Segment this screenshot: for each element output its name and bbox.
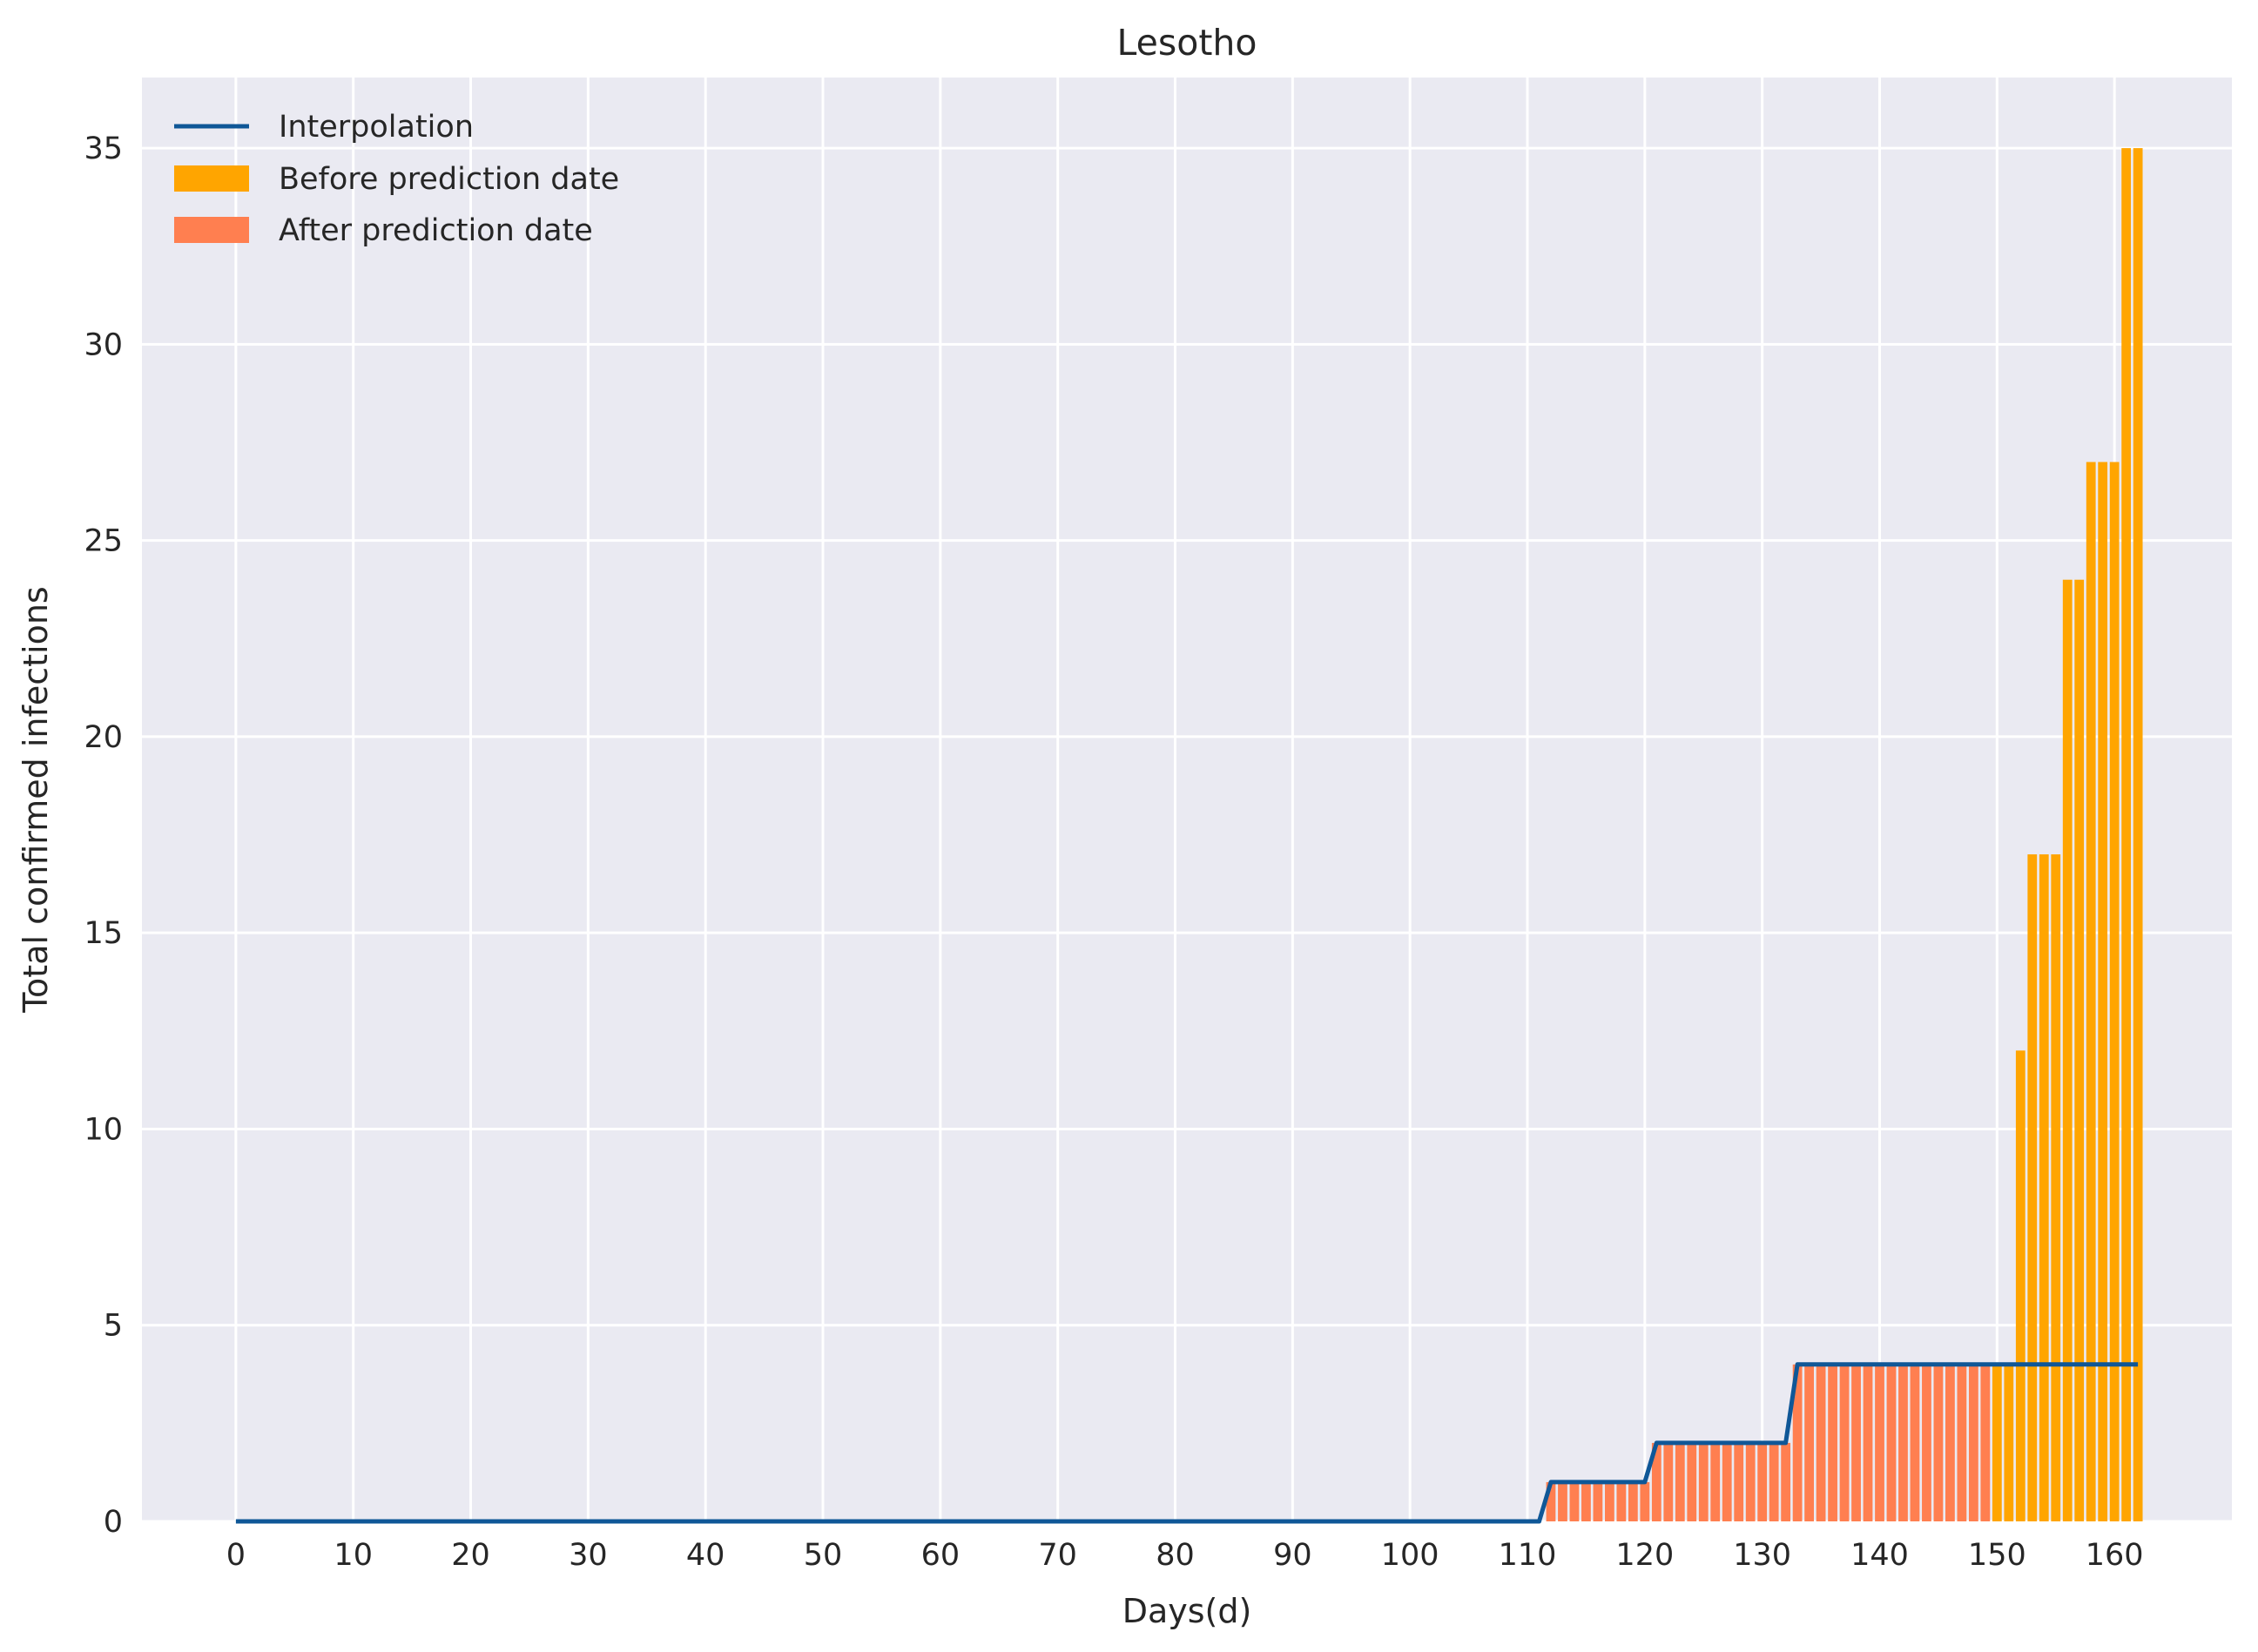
legend-label-before: Before prediction date <box>279 162 619 197</box>
bar-after <box>1769 1442 1779 1521</box>
bar-after <box>1863 1364 1873 1521</box>
bar-before <box>2004 1364 2014 1521</box>
y-tick-label: 35 <box>84 131 123 166</box>
x-tick-label: 0 <box>226 1538 246 1573</box>
bar-after <box>1851 1364 1861 1521</box>
bar-after <box>1875 1364 1884 1521</box>
bar-before <box>2051 854 2061 1521</box>
x-axis-label: Days(d) <box>1122 1592 1252 1630</box>
bar-after <box>1757 1442 1768 1521</box>
y-axis-label: Total confirmed infections <box>17 586 55 1013</box>
bar-after <box>1886 1364 1897 1521</box>
x-tick-label: 130 <box>1733 1538 1791 1573</box>
bar-after <box>1945 1364 1955 1521</box>
y-tick-label: 5 <box>104 1309 123 1344</box>
x-tick-label: 30 <box>569 1538 608 1573</box>
bar-after <box>1734 1442 1744 1521</box>
bar-before <box>2027 854 2038 1521</box>
bar-after <box>1781 1442 1791 1521</box>
bar-after <box>1581 1481 1591 1521</box>
bar-after <box>1722 1442 1732 1521</box>
x-tick-label: 100 <box>1381 1538 1439 1573</box>
bar-before <box>2121 148 2132 1522</box>
legend: Interpolation Before prediction date Aft… <box>174 110 619 248</box>
y-tick-label: 10 <box>84 1112 123 1147</box>
bars <box>1546 148 2143 1522</box>
y-tick-label: 25 <box>84 524 123 559</box>
bar-after <box>1558 1481 1567 1521</box>
bar-after <box>1839 1364 1850 1521</box>
legend-swatch-before <box>174 165 249 192</box>
bar-after <box>1593 1481 1603 1521</box>
x-ticks: 0 10 20 30 40 50 60 70 80 90 100 110 120 130 140 150 160 <box>226 1538 2144 1573</box>
bar-after <box>1628 1481 1638 1521</box>
x-tick-label: 140 <box>1850 1538 1909 1573</box>
bar-before <box>2062 579 2073 1521</box>
bar-before <box>2109 462 2120 1521</box>
bar-after <box>1792 1364 1803 1521</box>
bar-after <box>1651 1442 1661 1521</box>
bar-after <box>1675 1442 1685 1521</box>
bar-after <box>1687 1442 1697 1521</box>
bar-after <box>1663 1442 1674 1521</box>
x-tick-label: 120 <box>1615 1538 1674 1573</box>
x-tick-label: 40 <box>686 1538 725 1573</box>
interpolation-line-group <box>235 1362 2139 1524</box>
bar-after <box>1910 1364 1920 1521</box>
y-ticks: 0 5 10 15 20 25 30 35 <box>84 131 123 1540</box>
y-tick-label: 20 <box>84 720 123 755</box>
interpolation-line <box>235 1362 2139 1524</box>
bar-before <box>2074 579 2085 1521</box>
bar-after <box>1933 1364 1944 1521</box>
bar-after <box>1898 1364 1908 1521</box>
x-tick-label: 80 <box>1156 1538 1195 1573</box>
plot-area <box>142 78 2232 1521</box>
y-tick-label: 0 <box>104 1505 123 1540</box>
bar-after <box>1745 1442 1756 1521</box>
bar-before <box>2039 854 2049 1521</box>
bar-after <box>1605 1481 1614 1521</box>
bar-after <box>1922 1364 1931 1521</box>
bar-after <box>1569 1481 1580 1521</box>
bar-after <box>1828 1364 1837 1521</box>
bar-before <box>2086 462 2096 1521</box>
bar-after <box>1816 1364 1826 1521</box>
bar-before <box>1992 1364 2002 1521</box>
y-tick-label: 30 <box>84 327 123 362</box>
x-tick-label: 110 <box>1499 1538 1557 1573</box>
bar-after <box>1546 1481 1556 1521</box>
x-tick-label: 160 <box>2086 1538 2144 1573</box>
bar-after <box>1980 1364 1991 1521</box>
legend-label-after: After prediction date <box>279 213 593 248</box>
bar-after <box>1710 1442 1721 1521</box>
chart-title: Lesotho <box>1117 22 1257 64</box>
x-tick-label: 20 <box>451 1538 490 1573</box>
x-tick-label: 50 <box>804 1538 843 1573</box>
bar-after <box>1804 1364 1814 1521</box>
y-tick-label: 15 <box>84 916 123 951</box>
legend-swatch-after <box>174 217 249 243</box>
bar-before <box>2015 1050 2025 1521</box>
bar-before <box>2133 148 2143 1522</box>
bar-after <box>1616 1481 1627 1521</box>
bar-after <box>1968 1364 1978 1521</box>
x-tick-label: 150 <box>1968 1538 2026 1573</box>
bar-before <box>2098 462 2108 1521</box>
x-tick-label: 60 <box>921 1538 960 1573</box>
bar-after <box>1640 1481 1650 1521</box>
legend-label-interpolation: Interpolation <box>279 110 474 145</box>
x-tick-label: 70 <box>1038 1538 1077 1573</box>
bar-after <box>1957 1364 1967 1521</box>
bar-after <box>1698 1442 1709 1521</box>
x-tick-label: 10 <box>334 1538 373 1573</box>
x-tick-label: 90 <box>1273 1538 1312 1573</box>
